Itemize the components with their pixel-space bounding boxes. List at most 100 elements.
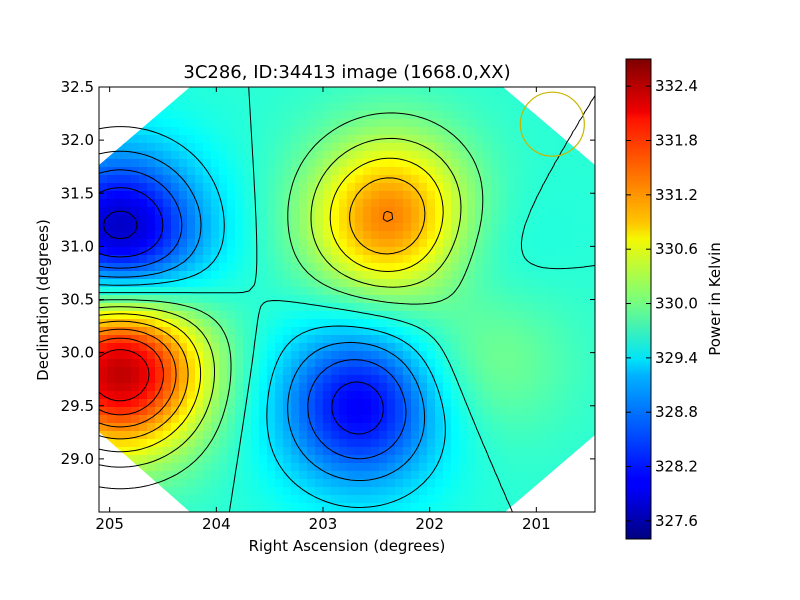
heatmap-cell — [507, 487, 516, 496]
heatmap-cell — [427, 351, 436, 360]
heatmap-cell — [403, 343, 412, 352]
heatmap-cell — [123, 159, 132, 168]
heatmap-cell — [435, 223, 444, 232]
heatmap-cell — [187, 351, 196, 360]
heatmap-cell — [219, 391, 228, 400]
heatmap-cell — [115, 191, 124, 200]
heatmap-cell — [459, 127, 468, 136]
heatmap-cell — [523, 151, 532, 160]
heatmap-cell — [267, 175, 276, 184]
heatmap-cell — [459, 199, 468, 208]
heatmap-cell — [219, 127, 228, 136]
heatmap-cell — [523, 471, 532, 480]
heatmap-cell — [203, 495, 212, 504]
heatmap-cell — [307, 279, 316, 288]
heatmap-cell — [211, 479, 220, 488]
heatmap-cell — [227, 319, 236, 328]
heatmap-cell — [163, 183, 172, 192]
heatmap-cell — [523, 359, 532, 368]
heatmap-cell — [587, 327, 595, 336]
heatmap-cell — [395, 367, 404, 376]
heatmap-cell — [315, 183, 324, 192]
heatmap-cell — [499, 263, 508, 272]
heatmap-cell — [179, 359, 188, 368]
heatmap-cell — [435, 351, 444, 360]
heatmap-cell — [235, 95, 244, 104]
heatmap-cell — [171, 431, 180, 440]
heatmap-cell — [195, 271, 204, 280]
heatmap-cell — [547, 191, 556, 200]
heatmap-cell — [515, 471, 524, 480]
heatmap-cell — [515, 215, 524, 224]
heatmap-cell — [251, 255, 260, 264]
heatmap-cell — [499, 271, 508, 280]
contour-line — [103, 210, 138, 239]
heatmap-cell — [315, 263, 324, 272]
heatmap-cell — [571, 183, 580, 192]
heatmap-cell — [451, 303, 460, 312]
heatmap-cell — [251, 247, 260, 256]
heatmap-cell — [179, 111, 188, 120]
heatmap-cell — [403, 383, 412, 392]
heatmap-cell — [203, 87, 212, 96]
heatmap-cell — [547, 431, 556, 440]
heatmap-cell — [227, 487, 236, 496]
heatmap-cell — [123, 167, 132, 176]
heatmap-cell — [227, 391, 236, 400]
heatmap-cell — [275, 287, 284, 296]
heatmap-cell — [387, 479, 396, 488]
heatmap-cell — [555, 327, 564, 336]
heatmap-cell — [315, 359, 324, 368]
heatmap-cell — [435, 167, 444, 176]
heatmap-cell — [219, 143, 228, 152]
colorbar-tick-label: 328.2 — [655, 458, 698, 476]
heatmap-cell — [195, 247, 204, 256]
heatmap-cell — [403, 159, 412, 168]
heatmap-cell — [475, 471, 484, 480]
heatmap-cell — [139, 279, 148, 288]
heatmap-cell — [227, 271, 236, 280]
heatmap-cell — [491, 295, 500, 304]
heatmap-cell — [323, 471, 332, 480]
heatmap-cell — [131, 439, 140, 448]
heatmap-cell — [443, 319, 452, 328]
heatmap-cell — [251, 431, 260, 440]
heatmap-cell — [195, 479, 204, 488]
heatmap-cell — [579, 391, 588, 400]
heatmap-cell — [523, 343, 532, 352]
heatmap-cell — [459, 255, 468, 264]
heatmap-cell — [323, 407, 332, 416]
heatmap-cell — [267, 279, 276, 288]
heatmap-cell — [227, 431, 236, 440]
heatmap-cell — [123, 143, 132, 152]
heatmap-cell — [235, 231, 244, 240]
heatmap-cell — [331, 279, 340, 288]
heatmap-cell — [267, 503, 276, 512]
heatmap-cell — [499, 455, 508, 464]
heatmap-cell — [443, 423, 452, 432]
heatmap-cell — [179, 263, 188, 272]
heatmap-cell — [187, 263, 196, 272]
heatmap-cell — [203, 423, 212, 432]
heatmap-cell — [171, 399, 180, 408]
heatmap-cell — [371, 447, 380, 456]
heatmap-cell — [395, 87, 404, 96]
heatmap-cell — [475, 311, 484, 320]
heatmap-cell — [179, 383, 188, 392]
heatmap-cell — [251, 127, 260, 136]
heatmap-cell — [507, 367, 516, 376]
heatmap-cell — [371, 455, 380, 464]
heatmap-cell — [459, 463, 468, 472]
heatmap-cell — [243, 135, 252, 144]
heatmap-cell — [347, 415, 356, 424]
heatmap-cell — [299, 495, 308, 504]
heatmap-cell — [571, 423, 580, 432]
heatmap-cell — [331, 135, 340, 144]
heatmap-cell — [411, 295, 420, 304]
heatmap-cell — [363, 207, 372, 216]
heatmap-cell — [387, 167, 396, 176]
heatmap-cell — [395, 263, 404, 272]
heatmap-cell — [235, 207, 244, 216]
heatmap-cell — [307, 135, 316, 144]
heatmap-cell — [379, 423, 388, 432]
